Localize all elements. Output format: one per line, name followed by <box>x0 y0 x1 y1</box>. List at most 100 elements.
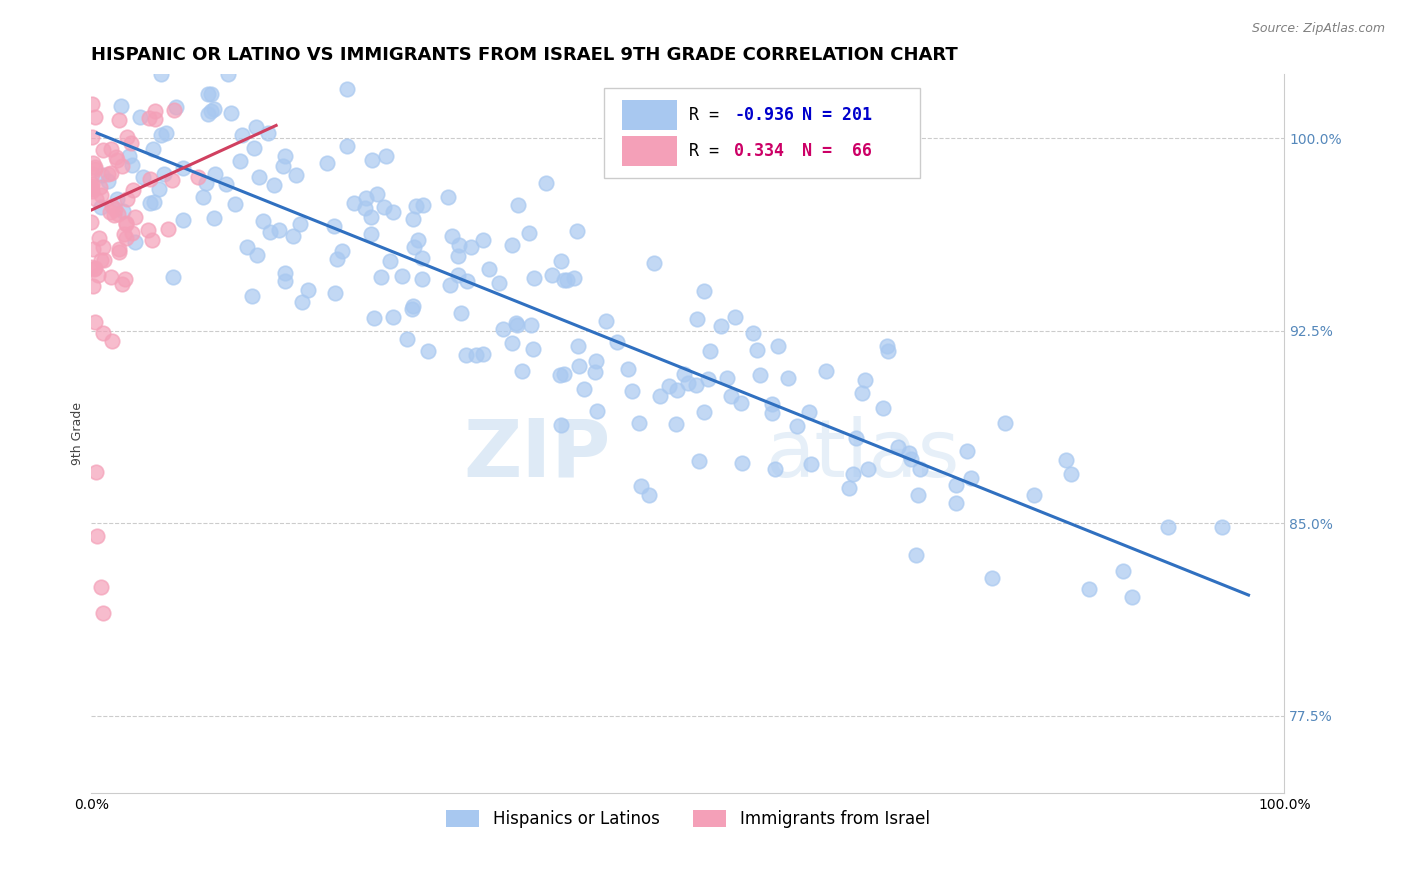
Point <box>115 192 138 206</box>
Point <box>160 173 183 187</box>
Point <box>195 176 218 190</box>
Point <box>197 87 219 101</box>
Point <box>838 482 860 496</box>
Point <box>638 487 661 501</box>
Point <box>373 200 395 214</box>
Point <box>90 201 112 215</box>
Text: N = 201: N = 201 <box>803 106 872 124</box>
Point <box>454 348 477 362</box>
Point <box>246 248 269 262</box>
Point <box>121 226 143 240</box>
Point <box>786 418 808 433</box>
Point <box>93 326 115 340</box>
Point <box>1121 591 1143 605</box>
Point <box>402 299 425 313</box>
Point <box>945 496 967 510</box>
Point <box>143 112 166 126</box>
Point <box>89 180 111 194</box>
Point <box>117 148 139 162</box>
Point <box>108 245 131 260</box>
Point <box>80 184 103 198</box>
Point <box>80 215 103 229</box>
Point <box>90 188 112 202</box>
Point <box>876 343 898 358</box>
Point <box>742 326 765 340</box>
Point <box>97 174 120 188</box>
Point <box>84 162 107 177</box>
Point <box>553 272 575 286</box>
Point <box>107 112 129 127</box>
Point <box>550 368 572 382</box>
Point <box>138 223 160 237</box>
Point <box>82 279 104 293</box>
Point <box>960 471 983 485</box>
Point <box>93 253 115 268</box>
Point <box>107 207 129 221</box>
Point <box>235 240 257 254</box>
Point <box>90 253 112 268</box>
Point <box>330 244 353 258</box>
Point <box>86 192 108 206</box>
Point <box>247 169 270 184</box>
Point <box>501 238 523 252</box>
Point <box>1054 453 1077 467</box>
Point <box>139 171 162 186</box>
Point <box>510 364 533 378</box>
Point <box>281 228 304 243</box>
Point <box>111 159 134 173</box>
Point <box>228 154 250 169</box>
Point <box>534 176 557 190</box>
Point <box>658 379 681 393</box>
Point <box>267 223 290 237</box>
Point <box>800 457 823 471</box>
Point <box>402 211 425 226</box>
Point <box>90 580 112 594</box>
Point <box>1157 519 1180 533</box>
Point <box>876 339 898 353</box>
Point <box>562 271 585 285</box>
FancyBboxPatch shape <box>621 136 678 166</box>
Point <box>259 225 281 239</box>
Point <box>105 192 128 206</box>
Text: HISPANIC OR LATINO VS IMMIGRANTS FROM ISRAEL 9TH GRADE CORRELATION CHART: HISPANIC OR LATINO VS IMMIGRANTS FROM IS… <box>91 46 957 64</box>
Point <box>336 139 359 153</box>
Point <box>491 321 513 335</box>
Point <box>112 204 135 219</box>
Point <box>748 368 770 382</box>
Point <box>80 260 103 274</box>
Point <box>381 310 404 325</box>
Point <box>460 239 482 253</box>
Point <box>354 201 377 215</box>
Point <box>406 233 429 247</box>
Point <box>907 488 929 502</box>
Point <box>90 168 112 182</box>
Point <box>107 242 129 256</box>
Point <box>501 336 523 351</box>
Point <box>908 461 931 475</box>
Point <box>815 363 838 377</box>
Point <box>994 416 1017 430</box>
Point <box>256 126 278 140</box>
Point <box>643 256 665 270</box>
Point <box>617 362 640 376</box>
Point <box>82 177 104 191</box>
Point <box>163 103 186 117</box>
Point <box>138 112 160 126</box>
Point <box>586 404 609 418</box>
Point <box>224 197 246 211</box>
Point <box>104 202 127 216</box>
Point <box>274 149 297 163</box>
Point <box>568 359 591 374</box>
Point <box>97 167 120 181</box>
Y-axis label: 9th Grade: 9th Grade <box>72 402 84 465</box>
Text: atlas: atlas <box>765 416 960 494</box>
Point <box>252 214 274 228</box>
Point <box>945 477 967 491</box>
Point <box>595 313 617 327</box>
Point <box>153 167 176 181</box>
Point <box>375 149 398 163</box>
Point <box>606 334 628 349</box>
Point <box>411 252 433 266</box>
Point <box>980 571 1002 585</box>
Point <box>89 231 111 245</box>
